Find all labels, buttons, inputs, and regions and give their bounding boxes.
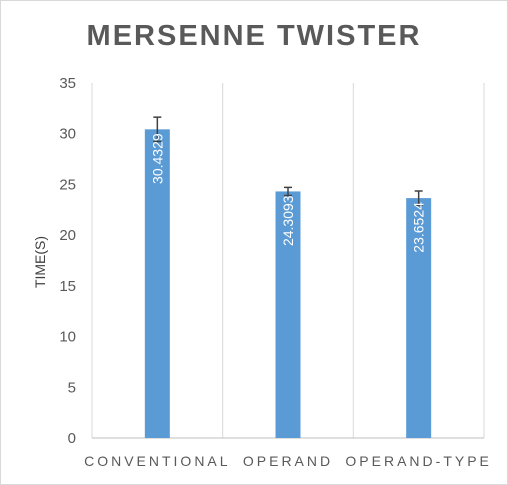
- y-tick-label: 30: [59, 126, 76, 143]
- y-tick-label: 15: [59, 278, 76, 295]
- data-label: 23.6524: [411, 202, 427, 253]
- bars: [144, 129, 432, 439]
- data-label: 30.4329: [149, 133, 165, 184]
- category-label: CONVENTIONAL: [84, 453, 230, 469]
- data-labels: 30.4329 24.3093 23.6524: [149, 133, 426, 253]
- y-tick-label: 0: [68, 430, 76, 447]
- category-label: OPERAND: [243, 453, 333, 469]
- category-label: OPERAND-TYPE: [345, 453, 491, 469]
- bar: [406, 198, 432, 438]
- error-bar: [153, 116, 162, 143]
- y-tick-label: 35: [59, 75, 76, 92]
- data-label: 24.3093: [280, 195, 296, 246]
- y-tick-label: 20: [59, 227, 76, 244]
- category-labels: CONVENTIONAL OPERAND OPERAND-TYPE: [84, 453, 491, 469]
- error-bars: [153, 116, 423, 206]
- y-tick-labels: 0 5 10 15 20 25 30 35: [59, 75, 76, 447]
- chart-title: MERSENNE TWISTER: [86, 20, 422, 52]
- error-bar: [414, 190, 423, 206]
- bar: [144, 129, 170, 439]
- y-axis-label: TIME(S): [32, 236, 48, 288]
- y-tick-label: 25: [59, 176, 76, 193]
- y-tick-label: 10: [59, 329, 76, 346]
- error-bar: [284, 186, 292, 197]
- bar: [275, 191, 301, 438]
- y-tick-label: 5: [68, 379, 76, 396]
